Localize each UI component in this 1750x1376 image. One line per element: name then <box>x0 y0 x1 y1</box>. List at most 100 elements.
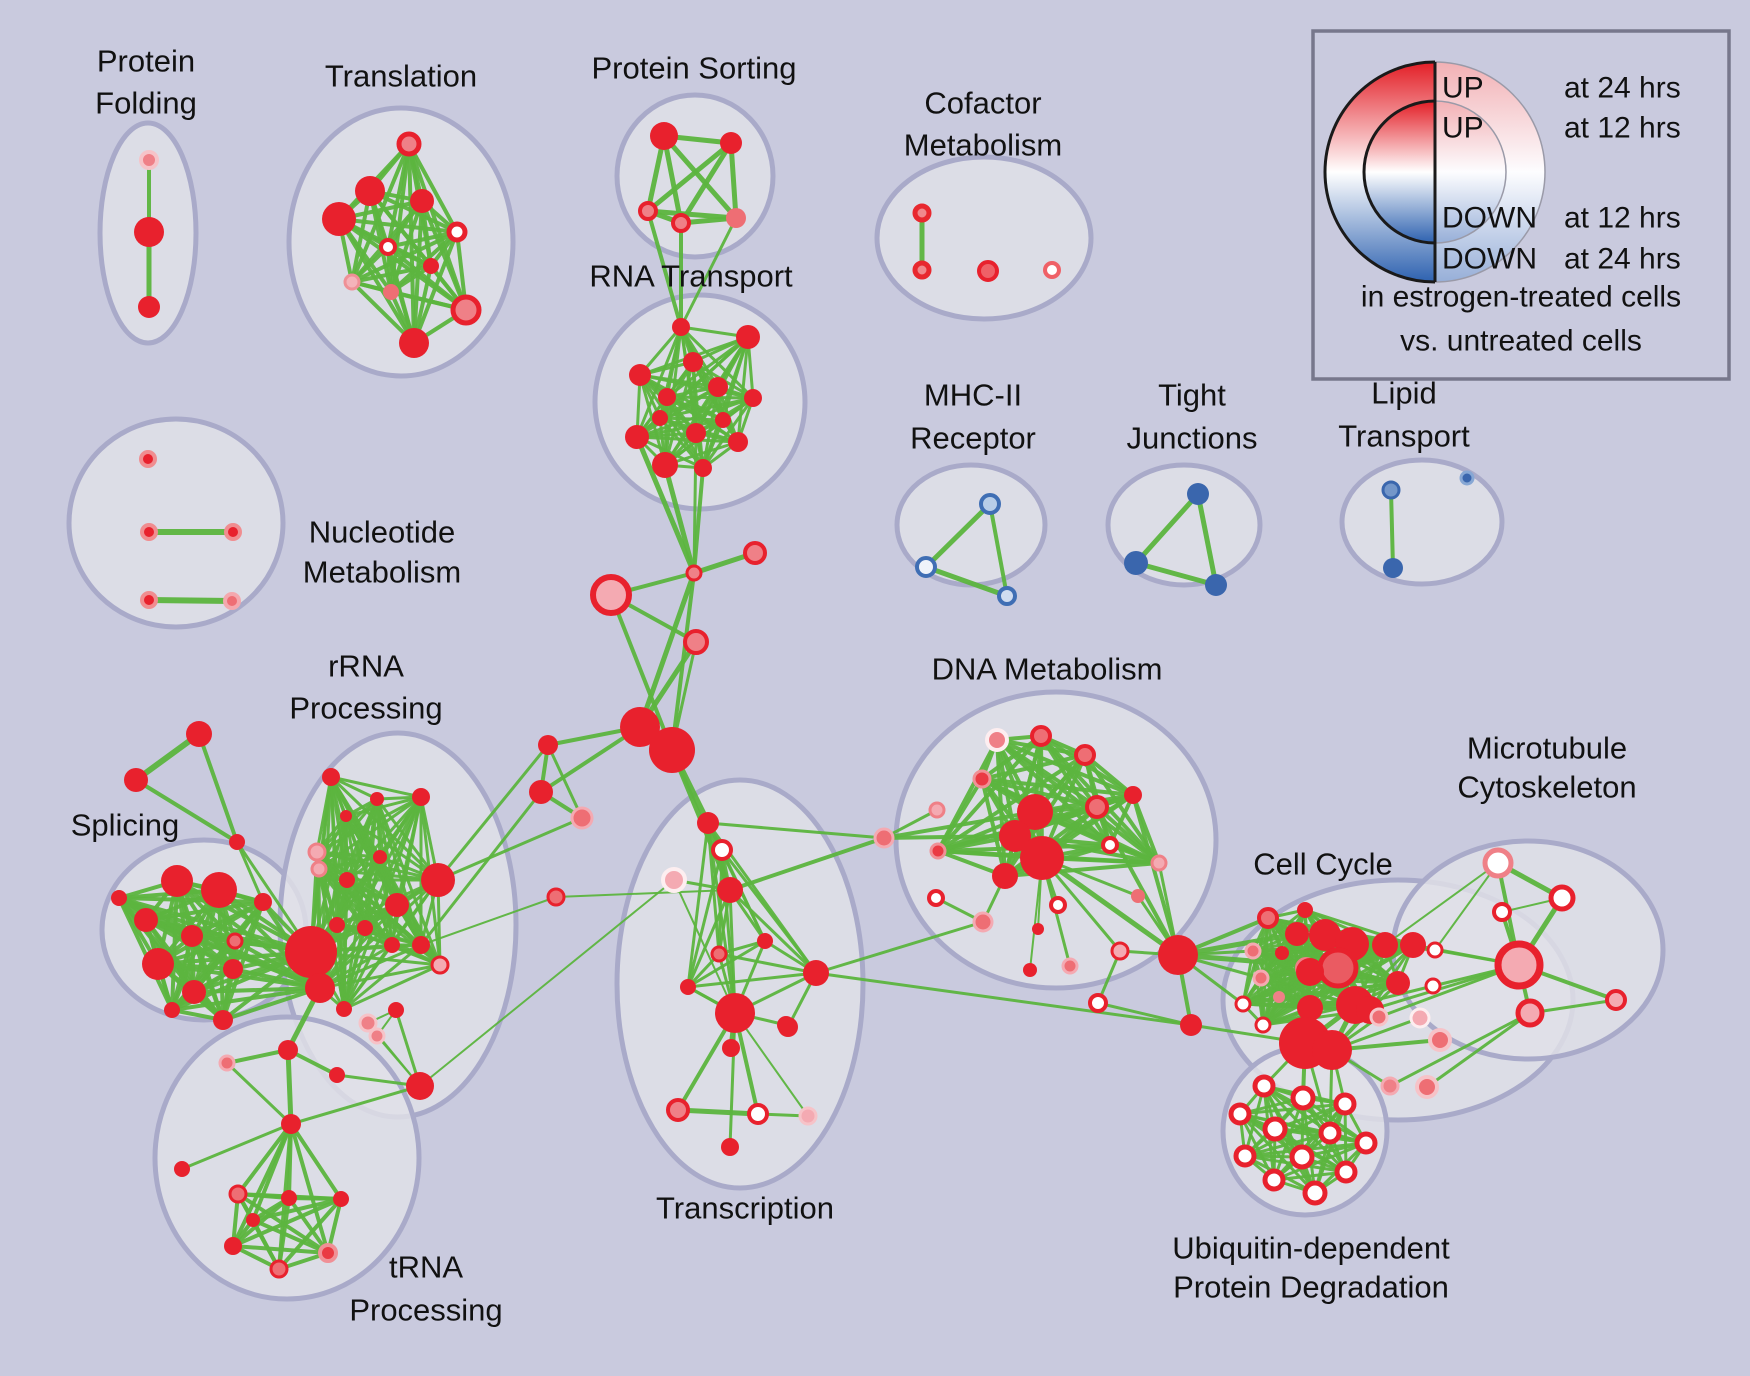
gene-node-126 <box>873 827 895 849</box>
gene-node-2 <box>138 296 160 318</box>
gene-node-99 <box>246 1213 260 1227</box>
gene-node-102 <box>685 564 703 582</box>
gene-node-139 <box>1101 836 1119 854</box>
trna-mesh-edge <box>277 1197 343 1271</box>
node-layer <box>111 122 1627 1279</box>
gene-node-67 <box>305 973 335 1003</box>
cluster-label-splicing: Splicing <box>71 808 180 843</box>
cluster-label-ubiquitin-degradation: Protein Degradation <box>1173 1270 1449 1305</box>
gene-node-92 <box>174 1161 190 1177</box>
cluster-label-tight-junctions: Tight <box>1158 378 1226 413</box>
gene-node-82 <box>430 955 450 975</box>
gene-node-122 <box>666 1098 690 1122</box>
gene-node-88 <box>278 1040 298 1060</box>
gene-node-13 <box>399 328 429 358</box>
gene-node-22 <box>683 352 703 372</box>
gene-node-75 <box>373 850 387 864</box>
gene-node-27 <box>652 452 678 478</box>
gene-node-40 <box>1187 483 1209 505</box>
gene-node-138 <box>1124 786 1142 804</box>
gene-node-28 <box>686 423 706 443</box>
gene-node-87 <box>336 1001 352 1017</box>
gene-node-176 <box>1494 940 1544 990</box>
gene-node-71 <box>340 810 352 822</box>
interaction-edge <box>1388 1011 1532 1088</box>
gene-node-53 <box>229 834 245 850</box>
interaction-edge <box>235 840 265 904</box>
gene-node-77 <box>385 893 409 917</box>
rrna-mesh-edge <box>342 943 394 1011</box>
gene-node-96 <box>224 1237 242 1255</box>
gene-node-179 <box>1426 941 1444 959</box>
gene-node-55 <box>201 872 237 908</box>
legend-footer-line: vs. untreated cells <box>1400 325 1642 358</box>
interaction-edge <box>1195 491 1219 588</box>
gene-node-193 <box>1289 1144 1315 1170</box>
cluster-label-tight-junctions: Junctions <box>1127 421 1258 456</box>
interaction-edge <box>419 790 543 947</box>
gene-node-183 <box>1415 1075 1439 1099</box>
gene-node-24 <box>708 377 728 397</box>
gene-node-147 <box>1023 963 1037 977</box>
gene-node-89 <box>218 1054 236 1072</box>
gene-node-194 <box>1334 1160 1358 1184</box>
interaction-edge <box>646 209 683 329</box>
gene-node-178 <box>1605 989 1627 1011</box>
gene-node-134 <box>999 820 1031 852</box>
gene-node-52 <box>124 768 148 792</box>
gene-node-124 <box>798 1106 818 1126</box>
rna-transport-mesh-edge <box>635 325 683 439</box>
rrna-mesh-edge <box>317 867 440 882</box>
gene-node-191 <box>1354 1131 1378 1155</box>
trna-mesh-edge <box>251 1218 330 1255</box>
gene-node-26 <box>625 425 649 449</box>
legend-circle-12hr-clipLeft <box>1362 99 1435 245</box>
gene-node-188 <box>1228 1102 1252 1126</box>
interaction-edge <box>1096 1001 1193 1027</box>
interaction-edge <box>675 1107 761 1117</box>
ubiquitin-mesh-edge <box>1272 1170 1348 1182</box>
trna-mesh-edge <box>251 1122 293 1222</box>
gene-node-35 <box>977 260 999 282</box>
interaction-edge <box>146 597 235 604</box>
gene-node-174 <box>1548 884 1576 912</box>
gene-node-10 <box>343 273 361 291</box>
gene-node-94 <box>281 1190 297 1206</box>
rrna-mesh-edge <box>342 963 442 1011</box>
rrna-mesh-edge <box>375 797 442 967</box>
gene-node-173 <box>1482 847 1514 879</box>
gene-node-128 <box>1030 725 1052 747</box>
gene-node-97 <box>318 1243 338 1263</box>
gene-node-65 <box>164 1002 180 1018</box>
translation-mesh-edge <box>407 142 459 234</box>
gene-node-144 <box>1032 923 1044 935</box>
protein-sorting-mesh-edge <box>645 140 734 214</box>
gene-node-123 <box>747 1103 769 1125</box>
rna-transport-mesh-edge <box>658 385 720 420</box>
rna-transport-mesh-edge <box>635 418 725 439</box>
interaction-edge <box>734 1012 809 1117</box>
rrna-mesh-edge <box>345 878 367 930</box>
gene-node-145 <box>1131 889 1145 903</box>
gene-node-197 <box>1380 1076 1400 1096</box>
gene-node-100 <box>620 707 660 747</box>
gene-node-152 <box>1297 902 1313 918</box>
gene-node-3 <box>396 131 422 157</box>
gene-node-42 <box>1205 574 1227 596</box>
gene-node-73 <box>310 860 328 878</box>
rna-transport-mesh-edge <box>679 325 755 400</box>
interaction-edge <box>1377 963 1521 1019</box>
interaction-edge <box>197 732 239 844</box>
legend-footer-line: in estrogen-treated cells <box>1361 281 1681 314</box>
ubiquitin-mesh-edge <box>1272 1102 1347 1182</box>
gene-node-23 <box>658 388 676 406</box>
gene-node-50 <box>223 592 241 610</box>
gene-node-112 <box>711 839 733 861</box>
interaction-edge <box>882 810 1037 840</box>
gene-node-70 <box>412 788 430 806</box>
rrna-mesh-edge <box>363 926 423 947</box>
legend-time-label: at 12 hrs <box>1564 202 1681 235</box>
gene-node-30 <box>728 432 748 452</box>
ubiquitin-mesh-edge <box>1272 1141 1368 1182</box>
